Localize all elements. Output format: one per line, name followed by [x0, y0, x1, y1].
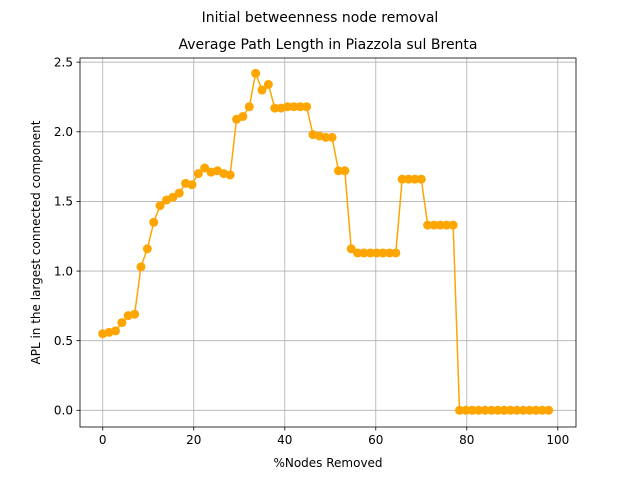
x-tick-label: 40: [277, 433, 292, 447]
data-point: [353, 248, 363, 258]
data-point: [340, 166, 350, 176]
data-point: [295, 102, 305, 112]
y-tick-label: 2.0: [54, 125, 73, 139]
data-point: [505, 405, 515, 415]
data-point: [448, 220, 458, 230]
data-point: [531, 405, 541, 415]
data-point: [365, 248, 375, 258]
data-point: [283, 102, 293, 112]
data-point: [225, 170, 235, 180]
data-point: [136, 262, 146, 272]
data-point: [346, 244, 356, 254]
data-point: [149, 217, 159, 227]
chart-suptitle: Initial betweenness node removal: [202, 10, 439, 26]
data-point: [193, 169, 203, 179]
data-point: [455, 405, 465, 415]
data-point: [257, 85, 267, 95]
data-point: [200, 163, 210, 173]
x-tick-label: 80: [459, 433, 474, 447]
data-point: [544, 405, 554, 415]
data-point: [416, 174, 426, 184]
y-tick-label: 0.5: [54, 334, 73, 348]
data-point: [525, 405, 535, 415]
data-point: [384, 248, 394, 258]
data-point: [238, 111, 248, 121]
data-point: [397, 174, 407, 184]
data-point: [270, 103, 280, 113]
series-line: [102, 70, 549, 412]
data-point: [423, 220, 433, 230]
data-point: [251, 68, 261, 78]
plot-frame: [79, 57, 577, 428]
y-axis-label: APL in the largest connected component: [29, 120, 43, 364]
data-point: [155, 201, 165, 211]
data-point: [142, 244, 152, 254]
data-point: [372, 248, 382, 258]
data-point: [493, 405, 503, 415]
series: [98, 68, 554, 415]
data-point: [480, 405, 490, 415]
data-point: [168, 192, 178, 202]
data-point: [187, 180, 197, 190]
x-tick-label: 0: [99, 433, 107, 447]
data-point: [321, 132, 331, 142]
data-point: [327, 132, 337, 142]
data-point: [174, 188, 184, 198]
data-point: [467, 405, 477, 415]
y-tick-label: 1.5: [54, 195, 73, 209]
data-point: [404, 174, 414, 184]
data-point: [410, 174, 420, 184]
data-point: [486, 405, 496, 415]
data-point: [435, 220, 445, 230]
data-point: [512, 405, 522, 415]
data-point: [117, 318, 127, 328]
data-point: [263, 79, 273, 89]
data-point: [130, 309, 140, 319]
grid: [80, 58, 576, 427]
data-point: [474, 405, 484, 415]
data-point: [442, 220, 452, 230]
data-point: [333, 166, 343, 176]
data-point: [518, 405, 528, 415]
x-tick-label: 20: [186, 433, 201, 447]
data-point: [244, 102, 254, 112]
data-point: [110, 326, 120, 336]
data-point: [461, 405, 471, 415]
y-tick-label: 0.0: [54, 404, 73, 418]
x-axis-label: %Nodes Removed: [273, 456, 382, 470]
y-ticks: 0.0 0.5 1.0 1.5 2.0 2.5: [54, 55, 80, 418]
data-point: [391, 248, 401, 258]
x-tick-label: 100: [546, 433, 569, 447]
data-point: [429, 220, 439, 230]
data-point: [359, 248, 369, 258]
y-tick-label: 2.5: [54, 55, 73, 69]
x-tick-label: 60: [368, 433, 383, 447]
data-point: [289, 102, 299, 112]
y-tick-label: 1.0: [54, 264, 73, 278]
data-point: [537, 405, 547, 415]
x-ticks: 0 20 40 60 80 100: [99, 427, 569, 447]
chart-title: Average Path Length in Piazzola sul Bren…: [179, 37, 478, 53]
data-point: [302, 102, 312, 112]
data-point: [378, 248, 388, 258]
data-point: [499, 405, 509, 415]
